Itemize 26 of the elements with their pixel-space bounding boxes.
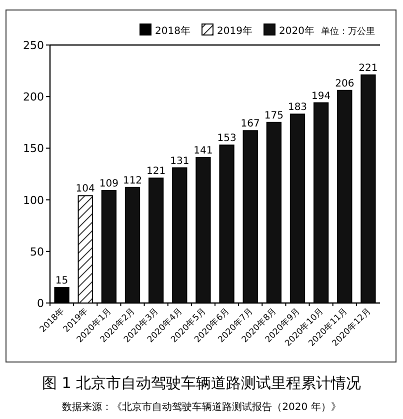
y-tick-label: 150 [23,142,44,156]
source-note: 数据来源：《北京市自动驾驶车辆道路测试报告（2020 年）》 [62,401,341,413]
y-tick-label: 250 [23,39,44,52]
data-label: 131 [170,156,190,167]
legend-label: 2019年 [217,25,252,37]
data-label: 112 [122,175,142,186]
data-label: 104 [76,184,95,195]
data-label: 121 [146,166,166,178]
data-label: 109 [99,178,118,190]
y-tick-label: 0 [37,297,44,310]
data-label: 183 [288,102,308,114]
data-label: 206 [335,78,354,90]
data-label: 221 [358,62,378,74]
data-label: 194 [312,90,331,102]
data-label: 15 [55,276,68,287]
legend-label: 2018年 [155,25,190,37]
data-label: 175 [264,110,284,122]
text: 单位：万公里 [321,26,375,37]
data-label: 141 [194,145,213,156]
y-tick-label: 200 [23,90,44,104]
text: 图 1 北京市自动驾驶车辆道路测试里程累计情况 [42,374,362,392]
y-tick-label: 100 [23,194,44,207]
data-label: 167 [240,118,260,130]
data-label: 153 [217,133,236,144]
y-tick-label: 50 [30,245,44,258]
legend-label: 2020年 [279,25,314,37]
